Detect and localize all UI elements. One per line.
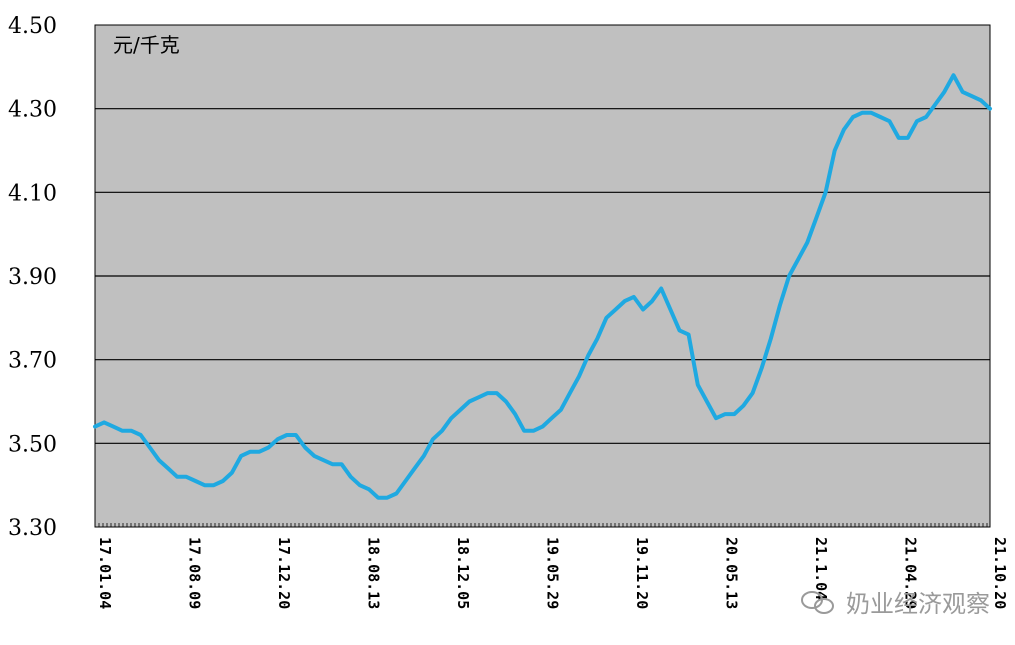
x-tick-label: 19.11.20 — [633, 537, 651, 609]
x-axis-minor-ticks — [94, 523, 988, 527]
y-axis-ticks: 4.50 4.30 4.10 3.90 3.70 3.50 3.30 — [8, 14, 57, 541]
y-tick-label: 3.90 — [8, 265, 57, 290]
x-axis-ticks: 17.01.04 17.08.09 17.12.20 18.08.13 18.12.05… — [96, 537, 1009, 609]
y-tick-label: 3.50 — [8, 432, 57, 457]
wechat-logo-icon — [801, 591, 834, 614]
x-tick-label: 17.12.20 — [275, 537, 293, 609]
x-tick-label: 17.01.04 — [96, 537, 114, 609]
series-line — [93, 73, 992, 500]
x-tick-label: 18.08.13 — [365, 537, 383, 609]
y-tick-label: 3.30 — [8, 516, 57, 541]
x-tick-label: 21.10.20 — [991, 537, 1009, 609]
watermark: 奶业经济观察 — [801, 590, 990, 618]
y-tick-label: 3.70 — [8, 349, 57, 374]
watermark-text: 奶业经济观察 — [846, 590, 990, 618]
gridlines — [95, 108, 990, 444]
x-tick-label: 19.05.29 — [544, 537, 562, 609]
x-tick-label: 20.05.13 — [723, 537, 741, 609]
y-tick-label: 4.30 — [8, 98, 57, 123]
unit-label: 元/千克 — [113, 33, 180, 57]
y-tick-label: 4.50 — [8, 14, 57, 39]
x-tick-label: 18.12.05 — [454, 537, 472, 609]
x-tick-label: 21.1.04 — [812, 537, 830, 600]
x-tick-label: 21.04.29 — [902, 537, 920, 609]
x-tick-label: 17.08.09 — [186, 537, 204, 609]
y-tick-label: 4.10 — [8, 181, 57, 206]
